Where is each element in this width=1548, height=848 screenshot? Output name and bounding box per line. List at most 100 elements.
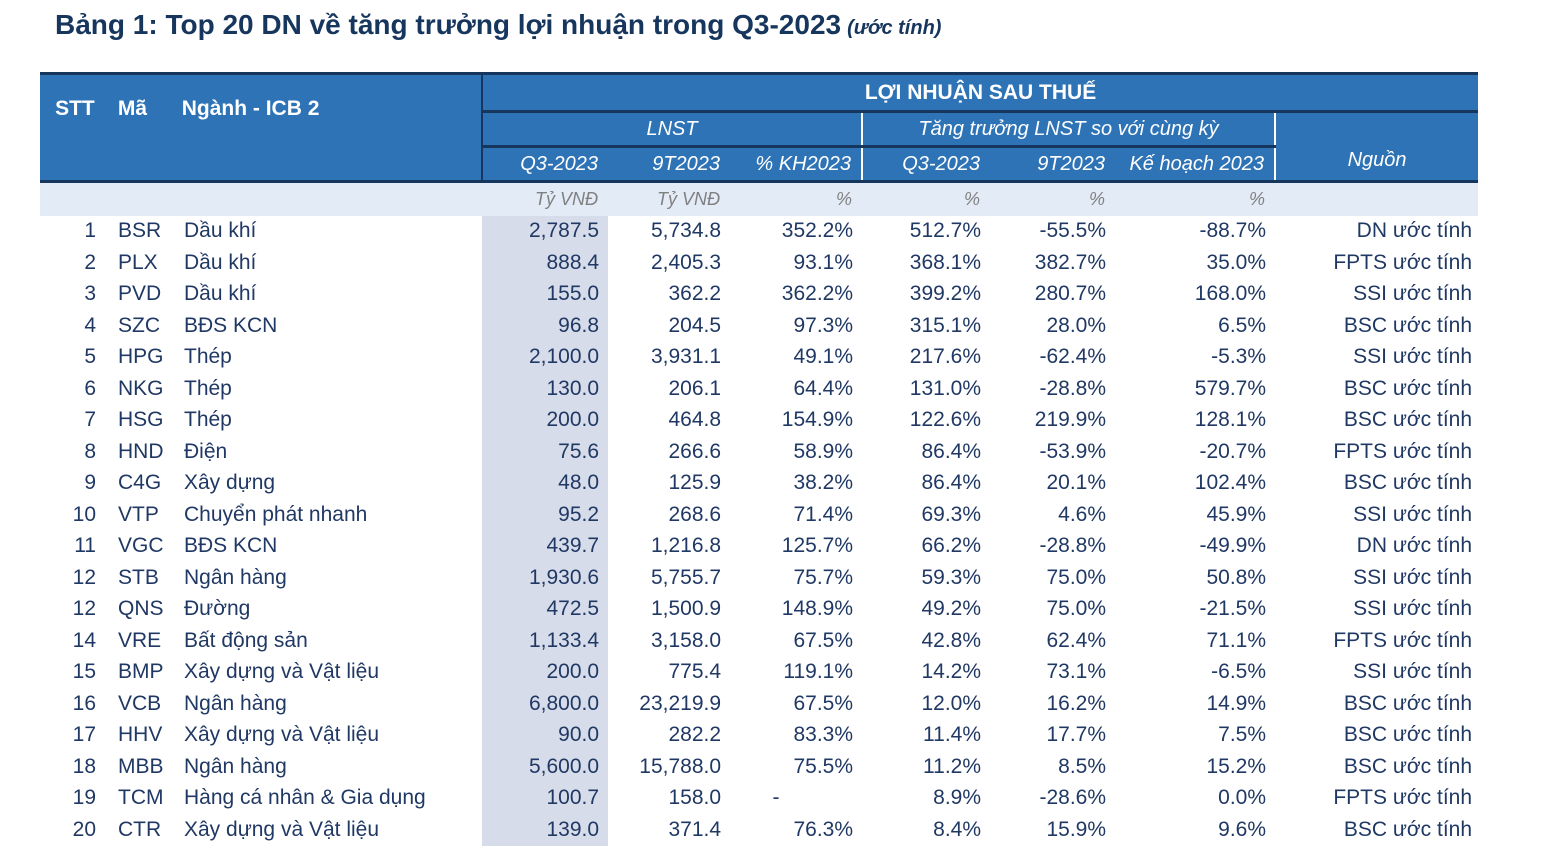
cell-ticker: STB — [118, 565, 159, 589]
cell-growth-q3: 42.8% — [921, 628, 982, 652]
cell-lnst-q3: 5,600.0 — [482, 751, 609, 783]
cell-growth-kh: -49.9% — [1199, 534, 1267, 558]
cell-lnst-9t: 125.9 — [668, 471, 722, 495]
cell-source: SSI ước tính — [1353, 282, 1473, 306]
cell-lnst-9t: 2,405.3 — [650, 250, 722, 274]
cell-ticker: SZC — [118, 313, 160, 337]
cell-growth-q3: 14.2% — [921, 660, 982, 684]
cell-pct-kh: 75.5% — [793, 754, 854, 778]
cell-source: SSI ước tính — [1353, 565, 1473, 589]
cell-pct-kh: 38.2% — [793, 471, 854, 495]
table-row: 5 HPG Thép 2,100.0 3,931.1 49.1% 217.6% -62.4% -… — [40, 341, 1478, 373]
cell-stt: 12 — [72, 597, 96, 621]
cell-lnst-9t: 23,219.9 — [639, 691, 722, 715]
cell-lnst-9t: 362.2 — [668, 282, 722, 306]
cell-ticker: VTP — [118, 502, 159, 526]
cell-pct-kh: 67.5% — [793, 628, 854, 652]
cell-source: BSC ước tính — [1343, 471, 1473, 495]
page-title: Bảng 1: Top 20 DN về tăng trưởng lợi nhu… — [55, 9, 941, 41]
cell-lnst-q3: 75.6 — [482, 436, 609, 468]
table-row: 2 PLX Dầu khí 888.4 2,405.3 93.1% 368.1% 382.7%… — [40, 247, 1478, 279]
cell-pct-kh: 352.2% — [781, 219, 854, 243]
table-row: 10 VTP Chuyển phát nhanh 95.2 268.6 71.4% 69.3… — [40, 499, 1478, 531]
cell-stt: 9 — [84, 471, 96, 495]
cell-stt: 2 — [84, 250, 96, 274]
cell-industry: Chuyển phát nhanh — [184, 502, 368, 526]
cell-growth-9t: 75.0% — [1046, 597, 1107, 621]
cell-growth-9t: 219.9% — [1034, 408, 1107, 432]
cell-growth-q3: 315.1% — [909, 313, 982, 337]
cell-stt: 6 — [84, 376, 96, 400]
cell-industry: Dầu khí — [184, 282, 257, 306]
header-col-growth-9t2023: 9T2023 — [990, 145, 1116, 183]
cell-lnst-9t: 5,734.8 — [650, 219, 722, 243]
cell-growth-kh: 35.0% — [1206, 250, 1267, 274]
header-subgroup-growth: Tăng trưởng LNST so với cùng kỳ — [862, 110, 1277, 148]
table-row: 11 VGC BĐS KCN 439.7 1,216.8 125.7% 66.2% -28.8… — [40, 530, 1478, 562]
cell-lnst-9t: 1,500.9 — [650, 597, 722, 621]
cell-lnst-9t: 158.0 — [668, 786, 722, 810]
cell-pct-kh: 64.4% — [793, 376, 854, 400]
cell-growth-q3: 49.2% — [921, 597, 982, 621]
table-row: 12 STB Ngân hàng 1,930.6 5,755.7 75.7% 59.3% 75… — [40, 562, 1478, 594]
cell-growth-q3: 66.2% — [921, 534, 982, 558]
unit-lnst-q3: Tỷ VNĐ — [482, 181, 609, 216]
cell-ticker: VRE — [118, 628, 162, 652]
cell-growth-9t: 20.1% — [1046, 471, 1107, 495]
cell-ticker: HSG — [118, 408, 164, 432]
cell-lnst-q3: 888.4 — [482, 247, 609, 279]
cell-growth-kh: 71.1% — [1206, 628, 1267, 652]
cell-lnst-q3: 90.0 — [482, 719, 609, 751]
table-header: STT Mã Ngành - ICB 2 LỢI NHUẬN SAU THUẾ … — [40, 72, 1479, 183]
cell-lnst-q3: 1,930.6 — [482, 562, 609, 594]
cell-stt: 7 — [84, 408, 96, 432]
cell-ticker: HPG — [118, 345, 164, 369]
cell-industry: Đường — [184, 597, 251, 621]
cell-pct-kh: 67.5% — [793, 691, 854, 715]
cell-growth-kh: 579.7% — [1194, 376, 1267, 400]
table-row: 12 QNS Đường 472.5 1,500.9 148.9% 49.2% 75.0% -2… — [40, 593, 1478, 625]
cell-lnst-9t: 775.4 — [668, 660, 722, 684]
cell-growth-q3: 11.2% — [923, 754, 982, 778]
cell-ticker: MBB — [118, 754, 164, 778]
header-subgroup-lnst: LNST — [482, 110, 864, 148]
header-group-profit-after-tax: LỢI NHUẬN SAU THUẾ — [482, 72, 1479, 113]
cell-source: SSI ước tính — [1353, 660, 1473, 684]
cell-growth-9t: 382.7% — [1034, 250, 1107, 274]
cell-ticker: VCB — [118, 691, 162, 715]
cell-source: FPTS ước tính — [1333, 250, 1473, 274]
cell-source: BSC ước tính — [1343, 313, 1473, 337]
cell-growth-q3: 86.4% — [921, 471, 982, 495]
cell-growth-9t: 8.5% — [1058, 754, 1107, 778]
cell-source: SSI ước tính — [1353, 502, 1473, 526]
cell-stt: 5 — [84, 345, 96, 369]
cell-industry: Dầu khí — [184, 219, 257, 243]
cell-industry: Thép — [184, 376, 232, 400]
cell-growth-kh: -21.5% — [1199, 597, 1267, 621]
cell-stt: 12 — [72, 565, 96, 589]
cell-lnst-9t: 3,931.1 — [650, 345, 722, 369]
header-col-pct-kh2023: % KH2023 — [730, 145, 864, 183]
cell-lnst-9t: 1,216.8 — [650, 534, 722, 558]
cell-growth-9t: -53.9% — [1039, 439, 1107, 463]
cell-pct-kh: 49.1% — [793, 345, 854, 369]
cell-ticker: PLX — [118, 250, 158, 274]
cell-ticker: PVD — [118, 282, 162, 306]
table-row: 15 BMP Xây dựng và Vật liệu 200.0 775.4 119.1… — [40, 656, 1478, 688]
cell-ticker: BSR — [118, 219, 162, 243]
cell-stt: 14 — [72, 628, 96, 652]
cell-industry: Bất động sản — [184, 628, 308, 652]
cell-stt: 20 — [72, 817, 96, 841]
cell-growth-9t: 62.4% — [1046, 628, 1107, 652]
cell-source: DN ước tính — [1356, 219, 1473, 243]
table-row: 1 BSR Dầu khí 2,787.5 5,734.8 352.2% 512.7% -55… — [40, 215, 1478, 247]
table-row: 19 TCM Hàng cá nhân & Gia dụng 100.7 158.0 - 8… — [40, 782, 1478, 814]
cell-lnst-q3: 155.0 — [482, 278, 609, 310]
cell-source: BSC ước tính — [1343, 754, 1473, 778]
cell-ticker: TCM — [118, 786, 164, 810]
cell-lnst-q3: 200.0 — [482, 404, 609, 436]
cell-industry: Xây dựng và Vật liệu — [184, 817, 380, 841]
cell-growth-9t: -28.8% — [1039, 376, 1107, 400]
cell-growth-kh: 102.4% — [1194, 471, 1267, 495]
cell-growth-kh: 45.9% — [1206, 502, 1267, 526]
